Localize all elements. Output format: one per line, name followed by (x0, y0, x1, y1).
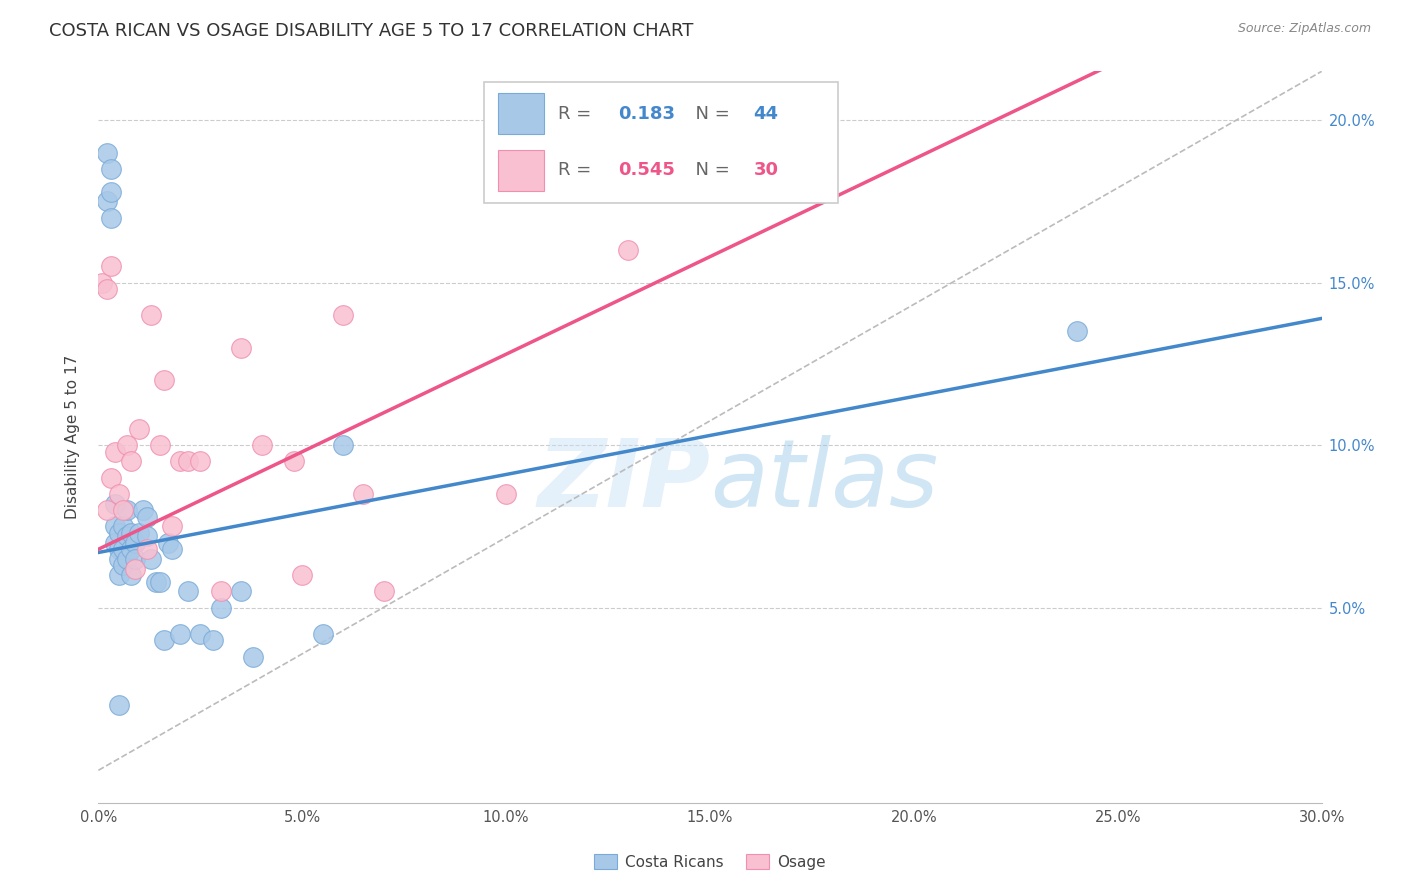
Point (152, 633, 174, 648)
Point (111, 503, 134, 517)
Point (141, 308, 163, 322)
Point (120, 454, 142, 468)
Point (104, 444, 127, 458)
Point (160, 542, 183, 557)
Point (160, 519, 183, 533)
Point (128, 526, 150, 541)
Point (209, 584, 232, 599)
Point (149, 438, 172, 452)
Point (96, 282, 118, 296)
Point (177, 454, 200, 468)
Point (169, 626, 191, 640)
Point (100, 185, 122, 199)
Point (91, 276, 114, 290)
Point (291, 568, 314, 582)
Text: atlas: atlas (710, 435, 938, 526)
Text: ZIP: ZIP (537, 435, 710, 527)
Point (149, 574, 172, 589)
Point (115, 552, 138, 566)
Point (115, 529, 138, 543)
Text: Source: ZipAtlas.com: Source: ZipAtlas.com (1237, 22, 1371, 36)
Point (108, 487, 131, 501)
Point (169, 454, 191, 468)
Point (120, 542, 142, 557)
Point (352, 487, 374, 501)
Legend: Costa Ricans, Osage: Costa Ricans, Osage (588, 847, 832, 876)
Point (124, 535, 146, 549)
Point (617, 243, 640, 257)
Point (231, 584, 253, 599)
Point (100, 211, 122, 225)
Point (124, 552, 146, 566)
Text: COSTA RICAN VS OSAGE DISABILITY AGE 5 TO 17 CORRELATION CHART: COSTA RICAN VS OSAGE DISABILITY AGE 5 TO… (49, 22, 693, 40)
Point (104, 519, 127, 533)
Point (141, 552, 163, 566)
Point (111, 558, 134, 573)
Point (332, 308, 354, 322)
Point (495, 487, 517, 501)
Point (188, 626, 212, 640)
Point (115, 438, 138, 452)
Point (108, 542, 131, 557)
Point (124, 562, 146, 576)
Point (283, 454, 305, 468)
Point (209, 600, 232, 615)
Point (108, 568, 131, 582)
Point (1066, 325, 1088, 339)
Point (115, 503, 138, 517)
Point (332, 438, 354, 452)
Point (104, 497, 127, 511)
Point (108, 698, 131, 713)
Point (120, 568, 142, 582)
Point (152, 373, 174, 387)
Point (108, 552, 131, 566)
Point (96, 194, 118, 209)
Y-axis label: Disability Age 5 to 17: Disability Age 5 to 17 (65, 355, 80, 519)
Point (312, 626, 335, 640)
Point (111, 519, 134, 533)
Point (201, 633, 224, 648)
Point (136, 542, 159, 557)
Point (156, 535, 179, 549)
Point (111, 542, 134, 557)
Point (96, 503, 118, 517)
Point (108, 526, 131, 541)
Point (373, 584, 395, 599)
Point (136, 509, 159, 524)
Point (96, 145, 118, 160)
Point (100, 161, 122, 176)
Point (120, 526, 142, 541)
Point (242, 649, 264, 664)
Point (188, 454, 212, 468)
Point (100, 471, 122, 485)
Point (145, 574, 167, 589)
Point (136, 529, 159, 543)
Point (100, 260, 122, 274)
Point (231, 341, 253, 355)
Point (250, 438, 273, 452)
Point (177, 584, 200, 599)
Point (132, 503, 155, 517)
Point (128, 422, 150, 436)
Point (104, 535, 127, 549)
